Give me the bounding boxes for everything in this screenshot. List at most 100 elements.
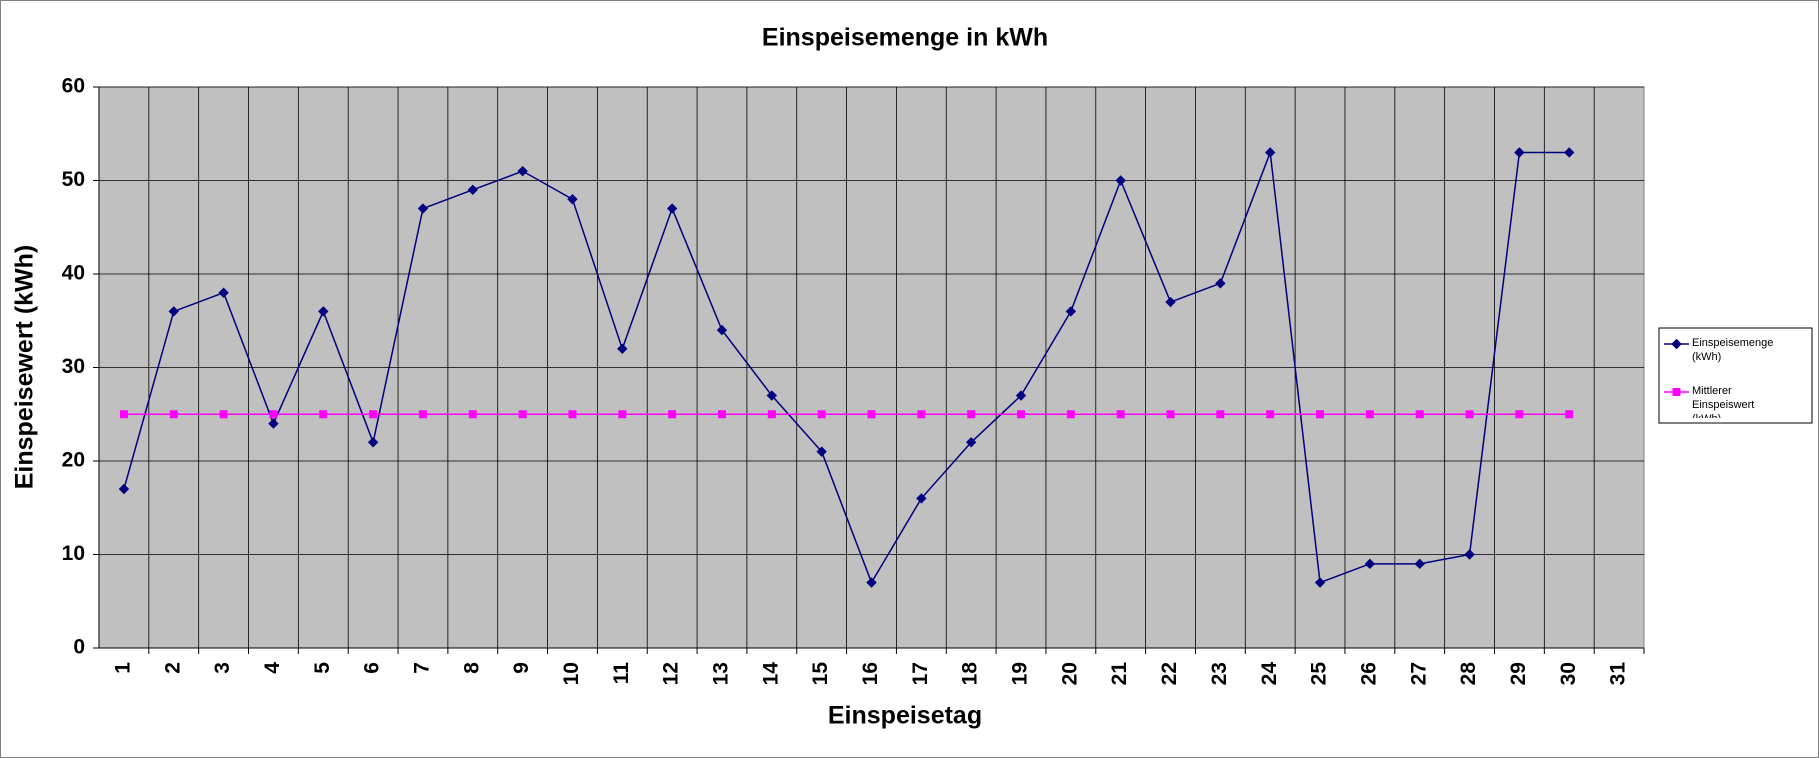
marker <box>369 410 378 419</box>
x-tick-label: 18 <box>959 662 982 686</box>
marker <box>1017 410 1026 419</box>
marker <box>119 410 128 419</box>
x-tick-label: 11 <box>610 662 633 685</box>
marker <box>1065 306 1077 317</box>
x-tick-label: 27 <box>1407 662 1430 685</box>
marker <box>319 410 328 419</box>
marker <box>816 446 827 457</box>
marker <box>1671 338 1682 350</box>
marker <box>517 165 528 177</box>
x-tick-label: 26 <box>1357 662 1380 685</box>
marker <box>666 203 678 214</box>
marker <box>318 306 329 317</box>
marker <box>1265 147 1276 158</box>
marker <box>717 410 726 419</box>
marker <box>1015 390 1027 401</box>
x-tick-label: 6 <box>361 662 384 674</box>
x-tick-label: 19 <box>1009 662 1032 685</box>
marker <box>916 493 927 504</box>
marker <box>1115 175 1126 186</box>
x-tick-label: 20 <box>1058 662 1081 685</box>
marker <box>268 418 279 429</box>
marker <box>1565 410 1574 419</box>
x-tick-label: 25 <box>1308 662 1331 686</box>
series-line <box>123 151 1570 585</box>
marker <box>1414 558 1425 570</box>
y-tick-label: 30 <box>62 355 85 378</box>
x-tick-label: 12 <box>660 662 683 685</box>
marker <box>767 410 776 419</box>
x-tick-label: 29 <box>1507 662 1530 685</box>
marker <box>568 410 577 419</box>
x-tick-label: 8 <box>460 662 483 674</box>
marker <box>866 577 877 588</box>
x-tick-label: 7 <box>410 662 433 674</box>
marker <box>269 410 278 419</box>
marker <box>169 410 178 419</box>
marker <box>1415 410 1424 419</box>
legend-label: Mittlerer Einspeiswert (kWh) <box>1692 385 1755 418</box>
y-axis-title: Einspeisewert (kWh) <box>11 245 39 490</box>
x-tick-label: 2 <box>161 662 184 674</box>
x-tick-label: 13 <box>710 662 733 685</box>
x-tick-label: 10 <box>560 662 583 685</box>
marker <box>1365 410 1374 419</box>
x-tick-label: 21 <box>1108 662 1131 686</box>
legend-item: Mittlerer Einspeiswert (kWh) <box>1664 385 1755 418</box>
x-tick-label: 5 <box>311 662 334 674</box>
marker <box>1465 410 1474 419</box>
marker <box>917 410 926 419</box>
x-tick-label: 23 <box>1208 662 1231 685</box>
marker <box>1066 410 1075 419</box>
marker <box>867 410 876 419</box>
y-tick-label: 40 <box>62 262 85 285</box>
legend-label-box: Mittlerer Einspeiswert (kWh) <box>1692 385 1755 418</box>
marker <box>367 437 379 448</box>
marker <box>1364 558 1376 570</box>
x-tick-label: 3 <box>211 662 234 674</box>
x-tick-label: 14 <box>759 662 782 686</box>
marker <box>1166 410 1175 419</box>
marker <box>1216 410 1225 419</box>
x-tick-label: 24 <box>1258 662 1281 686</box>
marker <box>1316 410 1325 419</box>
legend-item: Einspeisemenge (kWh) <box>1664 337 1774 363</box>
x-tick-label: 9 <box>510 662 533 674</box>
legend-label: Einspeisemenge (kWh) <box>1692 337 1774 363</box>
marker <box>567 193 578 205</box>
marker <box>1314 577 1326 588</box>
marker <box>1215 278 1226 289</box>
y-tick-label: 20 <box>62 449 85 472</box>
marker <box>618 410 627 419</box>
marker <box>766 390 778 401</box>
marker <box>967 410 976 419</box>
marker <box>965 437 977 448</box>
marker <box>817 410 826 419</box>
x-tick-label: 17 <box>909 662 932 685</box>
marker <box>218 287 229 298</box>
marker <box>1116 410 1125 419</box>
marker <box>219 410 228 419</box>
x-tick-label: 16 <box>859 662 882 685</box>
marker <box>1514 147 1525 158</box>
marker <box>467 184 478 196</box>
marker <box>617 343 628 355</box>
marker <box>418 410 427 419</box>
marker <box>1515 410 1524 419</box>
marker <box>1564 147 1575 158</box>
marker <box>468 410 477 419</box>
chart-title: Einspeisemenge in kWh <box>762 24 1048 52</box>
y-tick-label: 0 <box>73 636 85 659</box>
marker <box>1266 410 1275 419</box>
x-tick-label: 15 <box>809 662 832 686</box>
marker <box>716 324 728 336</box>
marker <box>518 410 527 419</box>
x-tick-label: 30 <box>1557 662 1580 685</box>
x-tick-label: 28 <box>1457 662 1480 686</box>
marker <box>1464 549 1475 560</box>
marker <box>1165 296 1176 308</box>
marker <box>417 203 429 214</box>
y-tick-label: 10 <box>62 542 85 565</box>
